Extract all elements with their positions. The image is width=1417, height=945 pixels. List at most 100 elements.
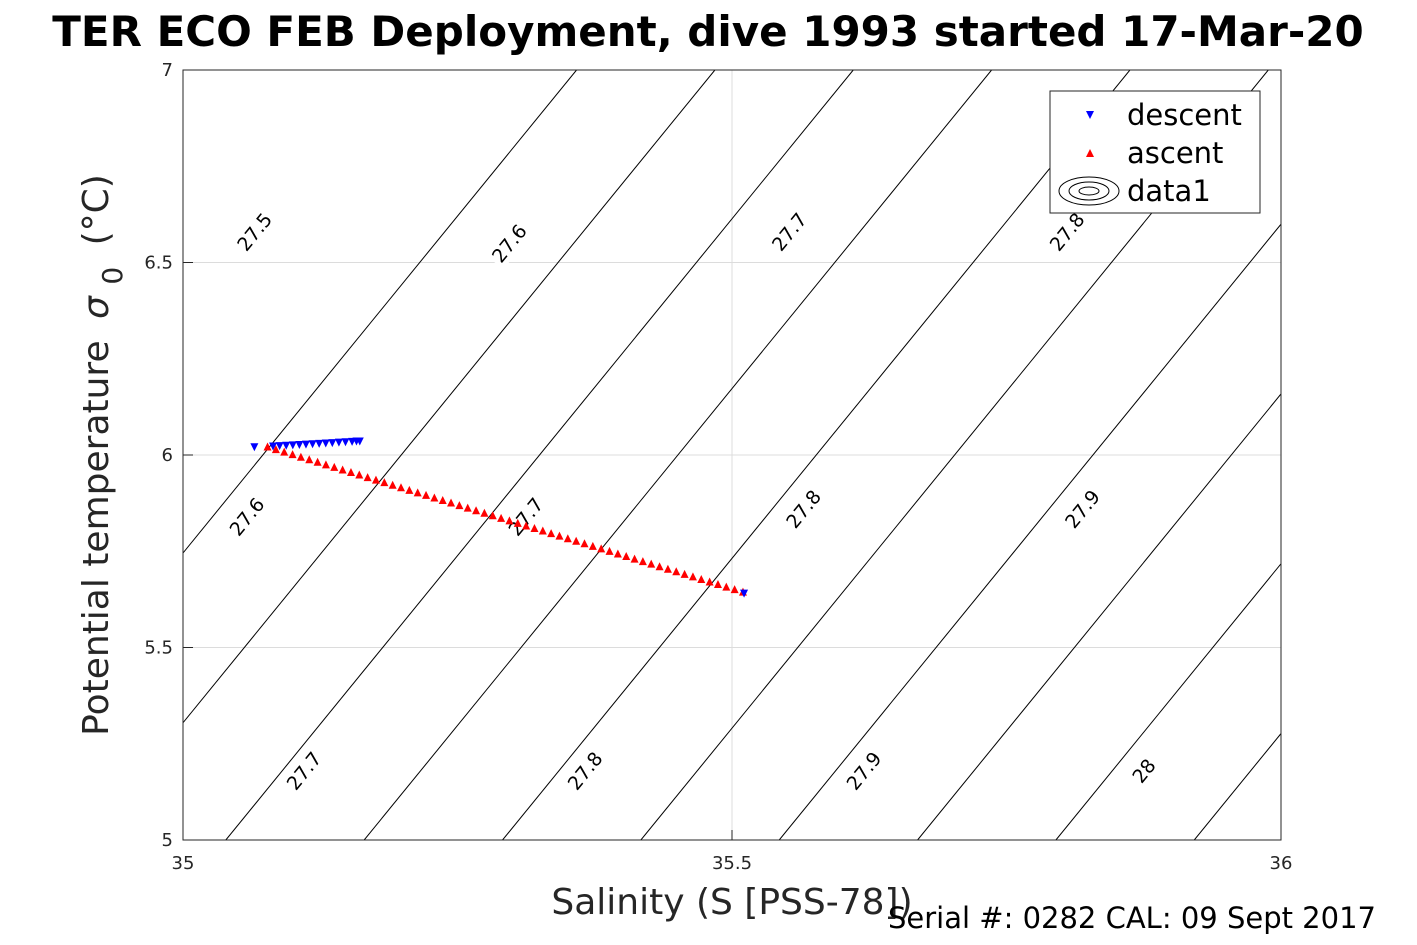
contour-line-27.4 — [183, 70, 577, 554]
ascent-point — [447, 498, 456, 507]
contour-label-bg — [222, 490, 272, 543]
ascent-point — [405, 485, 414, 494]
y-tick-label: 5 — [162, 830, 173, 851]
ascent-point — [380, 478, 389, 487]
ascent-point — [338, 465, 347, 474]
contour-line-28.1 — [917, 393, 1281, 840]
descent-point — [341, 438, 350, 447]
descent-point — [740, 589, 749, 598]
ascent-point — [472, 506, 481, 515]
ascent-point — [688, 572, 697, 581]
legend-label-descent: descent — [1127, 98, 1242, 132]
descent-point — [269, 442, 278, 451]
axis-ticks: 35 35.5 36 5 5.5 6 6.5 7 — [144, 60, 1292, 874]
descent-point — [321, 439, 330, 448]
chart-title: TER ECO FEB Deployment, dive 1993 starte… — [52, 7, 1363, 56]
ascent-point — [605, 546, 614, 555]
y-tick-label: 6.5 — [144, 253, 173, 274]
ascent-point — [388, 480, 397, 489]
contour-line-27.7 — [363, 70, 992, 840]
ascent-point — [422, 490, 431, 499]
y-axis-label: Potential temperature σ 0 (°C) — [76, 174, 131, 736]
descent-point — [334, 438, 343, 447]
ascent-point — [330, 462, 339, 471]
ascent-point — [463, 503, 472, 512]
ascent-point — [371, 475, 380, 484]
contour-label-bg — [1119, 744, 1169, 797]
x-tick-label: 36 — [1270, 853, 1293, 874]
ascent-point — [622, 552, 631, 561]
contour-line-27.8 — [502, 70, 1131, 840]
ascent-legend-icon — [1086, 149, 1094, 157]
y-axis-label-symbol: σ — [76, 295, 117, 319]
descent-point — [288, 441, 297, 450]
contour-line-28.2 — [1055, 562, 1281, 840]
ascent-point — [480, 508, 489, 517]
ascent-point — [730, 585, 739, 594]
ascent-point — [363, 473, 372, 482]
contour-label-bg — [560, 744, 610, 797]
ascent-point — [655, 562, 664, 571]
descent-point — [301, 440, 310, 449]
ascent-point — [313, 457, 322, 466]
descent-point — [315, 439, 324, 448]
y-axis-label-text: Potential temperature — [76, 340, 117, 735]
ascent-point — [613, 549, 622, 558]
contour-line-28.4 — [1333, 70, 1417, 840]
ascent-point — [305, 455, 314, 464]
ascent-point — [680, 569, 689, 578]
x-tick-label: 35 — [172, 853, 195, 874]
ascent-point — [497, 513, 506, 522]
ascent-point — [413, 488, 422, 497]
ascent-point — [397, 483, 406, 492]
ascent-point — [288, 450, 297, 459]
descent-point — [355, 437, 364, 446]
ascent-point — [513, 518, 522, 527]
ascent-point — [538, 526, 547, 535]
descent-point — [308, 440, 317, 449]
ascent-point — [346, 467, 355, 476]
ascent-point — [713, 580, 722, 589]
legend-label-data1: data1 — [1127, 174, 1211, 208]
contour-label-bg — [1057, 482, 1107, 536]
ascent-point — [580, 539, 589, 548]
contour-label-bg — [764, 205, 814, 258]
ascent-point — [647, 559, 656, 568]
ascent-point — [430, 493, 439, 502]
ascent-point — [697, 574, 706, 583]
contour-legend-icon — [1058, 176, 1120, 206]
data-points — [250, 437, 749, 598]
contour-legend-icon — [1068, 181, 1110, 201]
descent-point — [295, 440, 304, 449]
ascent-point — [263, 442, 272, 451]
ascent-point — [672, 567, 681, 576]
ascent-point — [547, 529, 556, 538]
x-tick-label: 35.5 — [712, 853, 752, 874]
legend: descent ascent data1 — [1049, 90, 1261, 214]
ascent-point — [488, 511, 497, 520]
ascent-point — [505, 516, 514, 525]
x-axis-label: Salinity (S [PSS-78]) — [551, 882, 912, 923]
contour-label-bg — [229, 205, 279, 258]
ascent-point — [280, 447, 289, 456]
ascent-point — [321, 460, 330, 469]
ascent-point — [555, 531, 564, 540]
ascent-point — [530, 524, 539, 533]
contour-label-bg — [501, 490, 551, 543]
descent-point — [250, 443, 259, 452]
descent-point — [328, 439, 337, 448]
contour-label-bg — [1042, 205, 1092, 258]
ascent-point — [597, 544, 606, 553]
ascent-point — [705, 577, 714, 586]
y-axis-label-subscript: 0 — [96, 267, 129, 285]
ascent-point — [630, 554, 639, 563]
ascent-point — [271, 445, 280, 454]
contour-line-27.5 — [183, 70, 716, 724]
ascent-point — [722, 582, 731, 591]
ascent-point — [663, 564, 672, 573]
contour-line-28 — [778, 223, 1281, 840]
ascent-point — [588, 541, 597, 550]
ascent-point — [563, 534, 572, 543]
ascent-point — [572, 536, 581, 545]
